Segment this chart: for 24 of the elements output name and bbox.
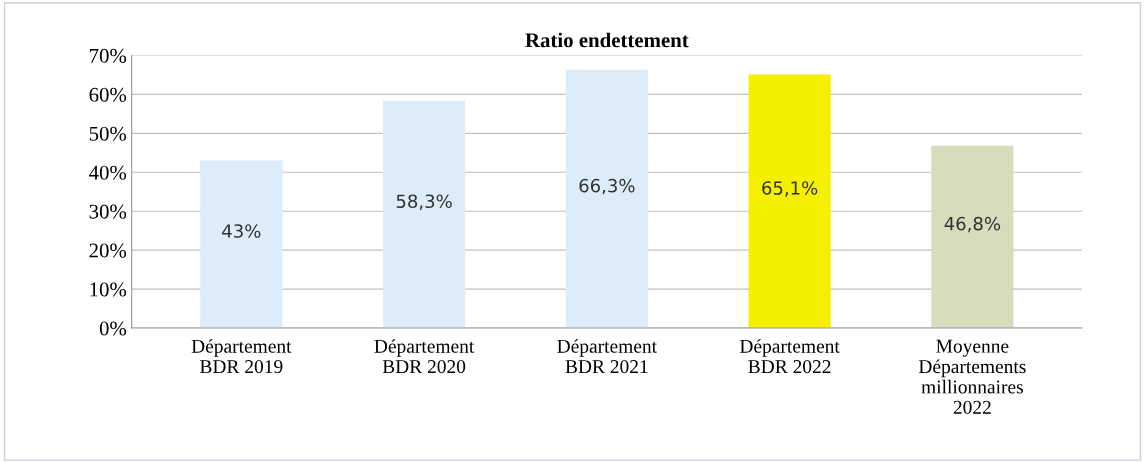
x-tick-label: Département BDR 2022 [739,339,840,374]
data-label: 58,3% [396,194,452,210]
data-label: 66,3% [579,178,635,195]
y-tick-label: 0% [99,321,127,336]
y-tick-label: 60% [89,87,127,102]
bar [748,74,831,329]
y-tick-label: 50% [89,126,127,141]
x-tick-label: Moyenne Départements millionnaires 2022 [918,339,1026,414]
x-tick-label: Département BDR 2021 [557,339,657,374]
bar [382,101,466,329]
x-tick-label: Département BDR 2020 [374,339,475,374]
x-tick-label: Département BDR 2019 [191,339,292,374]
y-tick-label: 10% [90,282,127,297]
y-tick-label: 40% [89,165,127,180]
y-tick-label: 20% [89,243,127,258]
bar [931,145,1014,329]
data-label: 43% [222,224,261,238]
data-label: 65,1% [762,181,818,197]
chart-title: Ratio endettement [525,32,689,48]
y-tick-label: 70% [90,48,127,63]
bar [200,160,283,329]
bar [565,69,648,329]
y-tick-label: 30% [89,204,127,219]
data-label: 46,8% [944,216,1001,233]
